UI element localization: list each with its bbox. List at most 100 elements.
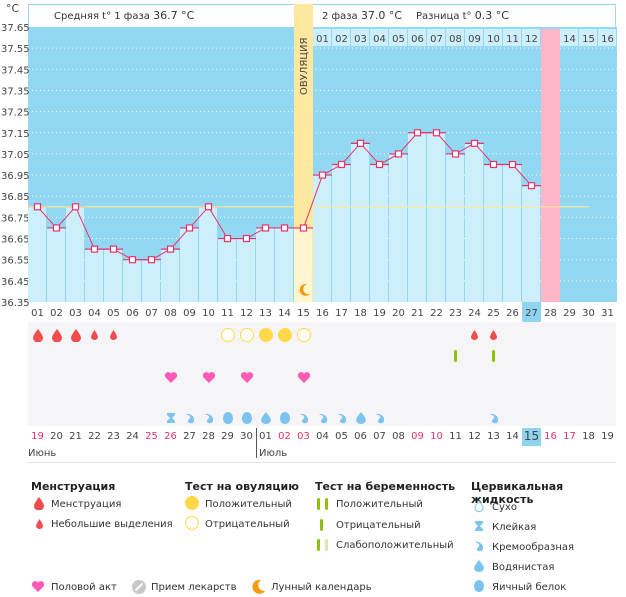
- calendar-date[interactable]: 05: [335, 431, 348, 442]
- x-tick-label: 10: [202, 308, 215, 319]
- ovulation-negative-icon: [294, 325, 313, 345]
- calendar-date[interactable]: 12: [468, 431, 481, 442]
- heart-icon: [161, 367, 180, 387]
- calendar-date[interactable]: 01: [259, 431, 272, 442]
- calendar-date[interactable]: 27: [183, 431, 196, 442]
- phase2-average: 2 фаза 37.0 °C: [322, 9, 402, 22]
- phase2-day-cell: [370, 29, 388, 46]
- calendar-date[interactable]: 22: [88, 431, 101, 442]
- temperature-point: [242, 234, 251, 243]
- pregnancy-negative-icon: [446, 346, 465, 366]
- y-axis-unit: °C: [6, 2, 20, 15]
- temperature-point: [128, 256, 137, 264]
- cervical-watery-icon: [256, 408, 275, 428]
- temperature-point: [109, 245, 118, 253]
- calendar-date[interactable]: 08: [392, 431, 405, 442]
- legend-sticky: Клейкая: [492, 522, 537, 533]
- calendar-date[interactable]: 19: [31, 431, 44, 442]
- calendar-date[interactable]: 13: [487, 431, 500, 442]
- legend-cervical-title: Цервикальная жидкость: [471, 480, 564, 506]
- calendar-date[interactable]: 17: [563, 431, 576, 442]
- temperature-bar: [180, 227, 198, 302]
- legend-heart-icon: [31, 580, 45, 596]
- calendar-date[interactable]: 29: [221, 431, 234, 442]
- calendar-date[interactable]: 23: [107, 431, 120, 442]
- x-tick-label: 18: [354, 308, 367, 319]
- calendar-date[interactable]: 04: [316, 431, 329, 442]
- cervical-creamy-icon: [332, 408, 351, 428]
- calendar-dates-row: 19 20 21 22 23 24 25 26 27 28 29 30 01 02 03 04 05 06 07 08…: [28, 428, 616, 446]
- cervical-creamy-icon: [370, 408, 389, 428]
- cervical-creamy-icon: [199, 408, 218, 428]
- x-tick-label: 04: [88, 308, 101, 319]
- cervical-watery-icon: [351, 408, 370, 428]
- temperature-bar: [446, 153, 464, 302]
- temperature-chart: 01 02 03 04 05 06 07 08 09 10 11 12 13 14 15 16 37.65 37.…: [1, 4, 617, 322]
- x-tick-label: 05: [107, 308, 120, 319]
- temperature-point: [508, 160, 517, 169]
- phase2-day-label: 02: [335, 34, 348, 45]
- calendar-date[interactable]: 28: [202, 431, 215, 442]
- calendar-date[interactable]: 21: [69, 431, 82, 442]
- phase2-day-label: 11: [506, 34, 519, 45]
- calendar-date[interactable]: 24: [126, 431, 139, 442]
- phase2-day-cell: [446, 29, 464, 46]
- legend-spotting: Небольшие выделения: [51, 519, 173, 530]
- legend-light-drop-icon: [36, 519, 43, 532]
- x-tick-label: 19: [373, 308, 386, 319]
- x-tick-label: 09: [183, 308, 196, 319]
- temperature-point: [147, 256, 156, 264]
- phase2-day-label: 12: [525, 34, 538, 45]
- temperature-bar: [161, 249, 179, 302]
- temperature-point: [318, 171, 327, 179]
- calendar-date[interactable]: 16: [544, 431, 557, 442]
- legend-intercourse: Половой акт: [51, 582, 117, 593]
- temperature-bar: [66, 206, 84, 302]
- legend-lunar-calendar: Лунный календарь: [271, 582, 372, 593]
- legend-ovulation-positive: Положительный: [205, 499, 292, 510]
- temperature-point: [52, 224, 61, 232]
- ovulation-positive-icon: [275, 325, 294, 345]
- calendar-date[interactable]: 19: [601, 431, 614, 442]
- spotting-drop-icon: [465, 325, 484, 345]
- calendar-date[interactable]: 11: [449, 431, 462, 442]
- calendar-date[interactable]: 07: [373, 431, 386, 442]
- calendar-date[interactable]: 09: [411, 431, 424, 442]
- y-tick-label: 36.55: [1, 256, 30, 267]
- temperature-point: [451, 150, 460, 158]
- phase2-day-cell: [598, 29, 616, 46]
- calendar-date[interactable]: 26: [164, 431, 177, 442]
- calendar-date[interactable]: 18: [582, 431, 595, 442]
- calendar-date[interactable]: 25: [145, 431, 158, 442]
- calendar-date[interactable]: 10: [430, 431, 443, 442]
- phase2-day-cell: [579, 29, 597, 46]
- ovulation-label: ОВУЛЯЦИЯ: [299, 38, 310, 96]
- legend-medication: Прием лекарств: [151, 582, 237, 593]
- temperature-bar: [85, 249, 103, 302]
- phase2-day-cell: [408, 29, 426, 46]
- legend-egg-white-icon: [474, 580, 484, 592]
- temperature-bar: [199, 206, 217, 302]
- temperature-bar: [332, 164, 350, 302]
- y-tick-label: 37.15: [1, 129, 30, 140]
- cervical-sticky-icon: [161, 408, 180, 428]
- calendar-date[interactable]: 30: [240, 431, 253, 442]
- x-tick-label: 21: [411, 308, 424, 319]
- temperature-bar: [47, 227, 65, 302]
- calendar-date-today[interactable]: 15: [522, 428, 541, 446]
- cervical-creamy-icon: [180, 408, 199, 428]
- legend-pregnancy-positive: Положительный: [336, 499, 423, 510]
- calendar-date[interactable]: 14: [506, 431, 519, 442]
- legend-pregnancy-negative: Отрицательный: [336, 520, 421, 531]
- calendar-date[interactable]: 06: [354, 431, 367, 442]
- temperature-point: [413, 129, 422, 137]
- calendar-date[interactable]: 20: [50, 431, 63, 442]
- x-tick-label: 01: [31, 308, 44, 319]
- temperature-bar: [503, 164, 521, 302]
- y-tick-label: 37.45: [1, 65, 30, 76]
- x-tick-label: 03: [69, 308, 82, 319]
- temperature-bar: [484, 164, 502, 302]
- phase2-day-cell: [351, 29, 369, 46]
- calendar-date[interactable]: 02: [278, 431, 291, 442]
- calendar-date[interactable]: 03: [297, 431, 310, 442]
